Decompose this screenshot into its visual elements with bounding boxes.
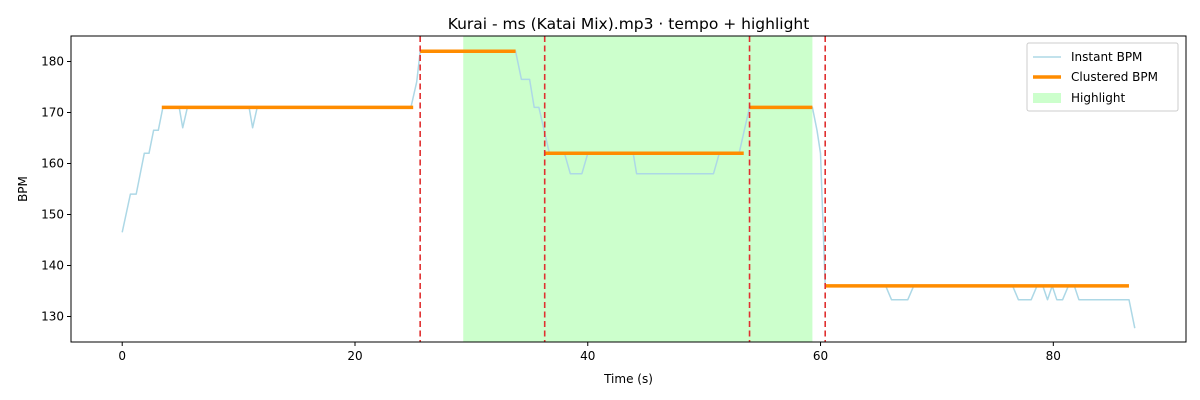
y-tick-label: 150 (41, 208, 64, 222)
y-axis-label: BPM (16, 176, 30, 202)
y-tick-label: 180 (41, 55, 64, 69)
y-tick-label: 160 (41, 157, 64, 171)
segment-boundary-layer (419, 36, 826, 342)
x-axis-ticks: 0 20 40 60 80 (118, 342, 1061, 363)
legend: Instant BPM Clustered BPM Highlight (1026, 42, 1179, 112)
highlight-region-layer (463, 36, 813, 342)
y-tick-label: 140 (41, 259, 64, 273)
x-tick-label: 80 (1046, 349, 1061, 363)
x-axis-label: Time (s) (603, 372, 653, 386)
legend-label-highlight: Highlight (1071, 91, 1125, 105)
plot-frame (70, 35, 1187, 343)
clustered-bpm-layer (161, 49, 1129, 288)
x-tick-label: 40 (580, 349, 595, 363)
chart-title: Kurai - ms (Katai Mix).mp3 · tempo + hig… (448, 15, 810, 33)
x-tick-label: 20 (347, 349, 362, 363)
legend-box (1026, 42, 1179, 112)
legend-label-instant-bpm: Instant BPM (1071, 50, 1142, 64)
x-tick-label: 60 (813, 349, 828, 363)
highlight-region (463, 36, 813, 342)
legend-swatch-highlight (1033, 93, 1061, 103)
y-tick-label: 130 (41, 310, 64, 324)
y-tick-label: 170 (41, 106, 64, 120)
x-tick-label: 0 (118, 349, 126, 363)
legend-label-clustered-bpm: Clustered BPM (1071, 70, 1158, 84)
y-axis-ticks: 130 140 150 160 170 180 (41, 55, 71, 324)
